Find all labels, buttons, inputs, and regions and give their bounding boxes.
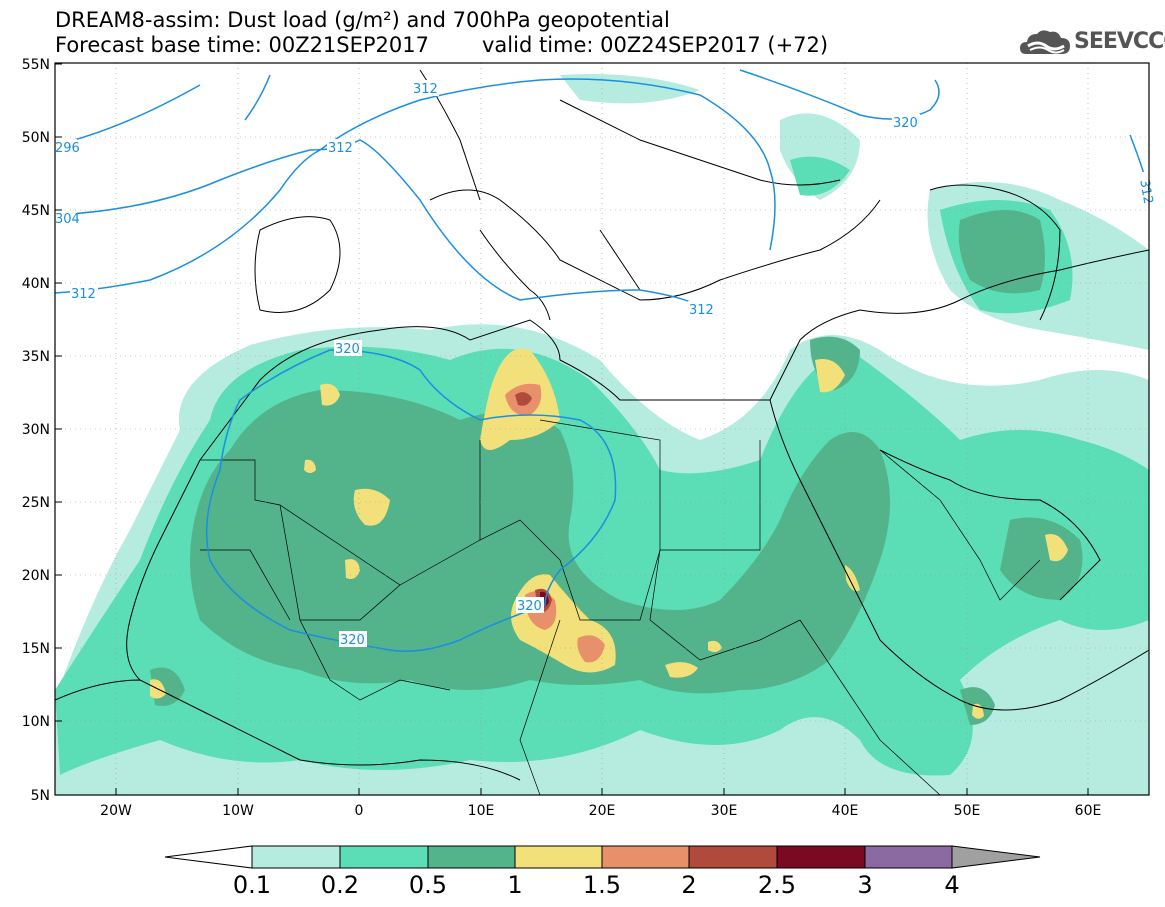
lon-label-0: 0	[355, 803, 364, 819]
lon-label-20e: 20E	[589, 803, 616, 819]
lat-label-20n: 20N	[22, 568, 50, 584]
colorbar-label-1-5: 1.5	[583, 871, 621, 899]
longitude-labels: 20W 10W 0 10E 20E 30E 40E 50E 60E	[100, 803, 1101, 819]
colorbar-swatch-3	[427, 845, 516, 869]
lat-label-55n: 55N	[22, 57, 50, 73]
contour-labels: 312 296 304 312 312 312 320 312 320 320 …	[55, 80, 1155, 648]
contour-label-320-north: 320	[335, 342, 360, 357]
lat-label-40n: 40N	[22, 276, 50, 292]
colorbar-label-2-5: 2.5	[758, 871, 796, 899]
lat-label-50n: 50N	[22, 130, 50, 146]
contour-label-320-ne: 320	[893, 116, 918, 131]
colorbar-label-4: 4	[944, 871, 959, 899]
axis-ticks	[55, 63, 1089, 795]
colorbar: 0.1 0.2 0.5 1 1.5 2 2.5 3 4	[164, 845, 1041, 899]
colorbar-min-arrow	[164, 845, 253, 869]
lat-lon-grid	[55, 63, 1149, 795]
forecast-base-time: Forecast base time: 00Z21SEP2017	[55, 33, 430, 57]
logo-text: SEEVCCC	[1074, 29, 1165, 54]
lon-label-10e: 10E	[468, 803, 495, 819]
lat-label-15n: 15N	[22, 641, 50, 657]
country-borders	[200, 419, 1041, 795]
contour-label-312-far-east: 312	[1136, 178, 1155, 205]
lat-label-45n: 45N	[22, 203, 50, 219]
colorbar-label-0-5: 0.5	[409, 871, 447, 899]
lon-label-40e: 40E	[832, 803, 859, 819]
colorbar-label-2: 2	[681, 871, 696, 899]
lon-label-30e: 30E	[711, 803, 738, 819]
contour-label-320-south: 320	[340, 633, 365, 648]
colorbar-label-1: 1	[507, 871, 522, 899]
colorbar-swatch-8	[864, 845, 953, 869]
contour-label-312-left: 312	[71, 287, 96, 302]
colorbar-swatch-6	[688, 845, 778, 869]
map-title: DREAM8-assim: Dust load (g/m²) and 700hP…	[55, 8, 670, 32]
latitude-labels: 55N 50N 45N 40N 35N 30N 25N 20N 15N 10N …	[22, 57, 50, 804]
lon-label-20w: 20W	[100, 803, 132, 819]
contour-label-312-west: 312	[328, 141, 353, 156]
lat-label-25n: 25N	[22, 495, 50, 511]
valid-time: valid time: 00Z24SEP2017 (+72)	[482, 33, 829, 57]
lat-label-35n: 35N	[22, 349, 50, 365]
contour-label-304: 304	[55, 212, 80, 227]
colorbar-max-arrow	[951, 845, 1041, 869]
colorbar-swatch-5	[601, 845, 690, 869]
lon-label-60e: 60E	[1075, 803, 1102, 819]
colorbar-swatch-7	[776, 845, 866, 869]
contour-label-312-top: 312	[413, 82, 438, 97]
colorbar-label-3: 3	[857, 871, 872, 899]
lat-label-10n: 10N	[22, 714, 50, 730]
colorbar-swatch-2	[339, 845, 429, 869]
coastlines	[55, 69, 1149, 781]
contour-label-320-east: 320	[517, 599, 542, 614]
colorbar-label-0-2: 0.2	[321, 871, 359, 899]
lat-label-5n: 5N	[31, 788, 50, 804]
lon-label-10w: 10W	[222, 803, 254, 819]
seevccc-logo: SEEVCCC	[1018, 26, 1165, 60]
colorbar-swatch-4	[514, 845, 603, 869]
colorbar-label-0-1: 0.1	[233, 871, 271, 899]
lat-label-30n: 30N	[22, 422, 50, 438]
contour-label-296: 296	[55, 141, 80, 156]
geopotential-contours	[55, 69, 1149, 652]
lon-label-50e: 50E	[954, 803, 981, 819]
colorbar-swatch-1	[251, 845, 341, 869]
cloud-icon	[1020, 30, 1070, 54]
contour-label-312-east: 312	[689, 303, 714, 318]
